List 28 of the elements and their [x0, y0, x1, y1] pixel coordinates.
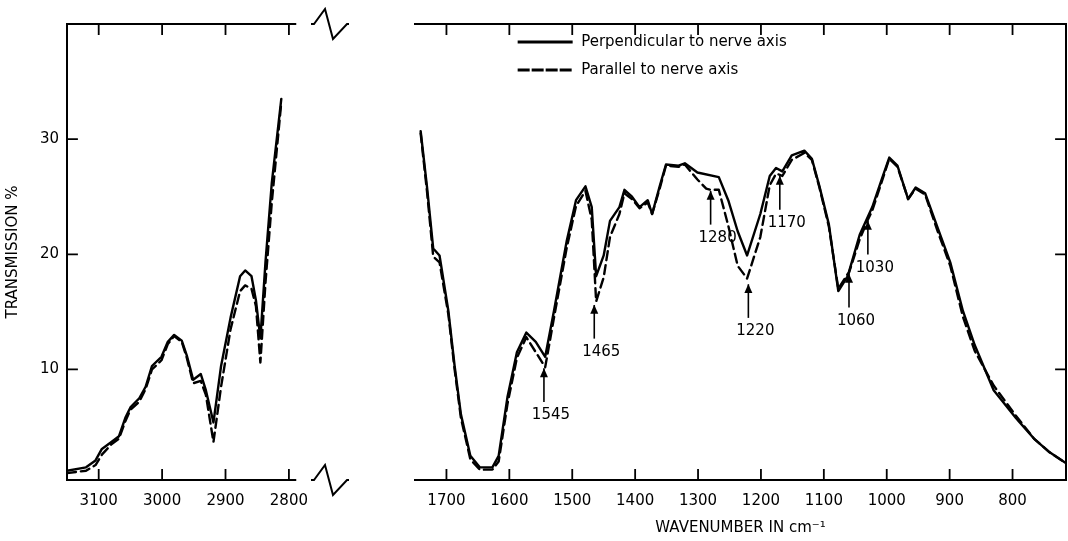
annotation: 1545 [531, 405, 571, 424]
x-tick-label: 1700 [427, 490, 466, 509]
x-tick-label: 2800 [269, 490, 309, 509]
annotation: 1220 [736, 320, 775, 339]
annotation: 1465 [582, 341, 621, 360]
y-tick-label: 20 [39, 244, 59, 263]
x-tick-label: 900 [935, 490, 964, 509]
x-axis-title: WAVENUMBER IN cm⁻¹ [655, 517, 826, 536]
annotation: 1280 [698, 227, 737, 246]
x-tick-label: 1000 [867, 490, 906, 509]
x-tick-label: 3100 [79, 490, 118, 509]
y-tick-label: 10 [39, 359, 59, 378]
x-tick-label: 1100 [804, 490, 843, 509]
x-tick-label: 1300 [678, 490, 718, 509]
x-tick-label: 1600 [490, 490, 529, 509]
x-tick-label: 1400 [616, 490, 655, 509]
x-tick-label: 2900 [206, 490, 245, 509]
x-tick-label: 3000 [143, 490, 182, 509]
x-tick-label: 1500 [553, 490, 592, 509]
y-tick-label: 30 [39, 129, 59, 148]
legend-label: Perpendicular to nerve axis [581, 31, 787, 50]
legend-label: Parallel to nerve axis [581, 59, 739, 78]
x-tick-label: 1200 [741, 490, 781, 509]
y-axis-title: TRANSMISSION % [2, 185, 21, 320]
annotation: 1030 [855, 257, 894, 276]
annotation: 1060 [836, 310, 876, 329]
x-tick-label: 800 [998, 490, 1027, 509]
annotation: 1170 [767, 212, 806, 231]
